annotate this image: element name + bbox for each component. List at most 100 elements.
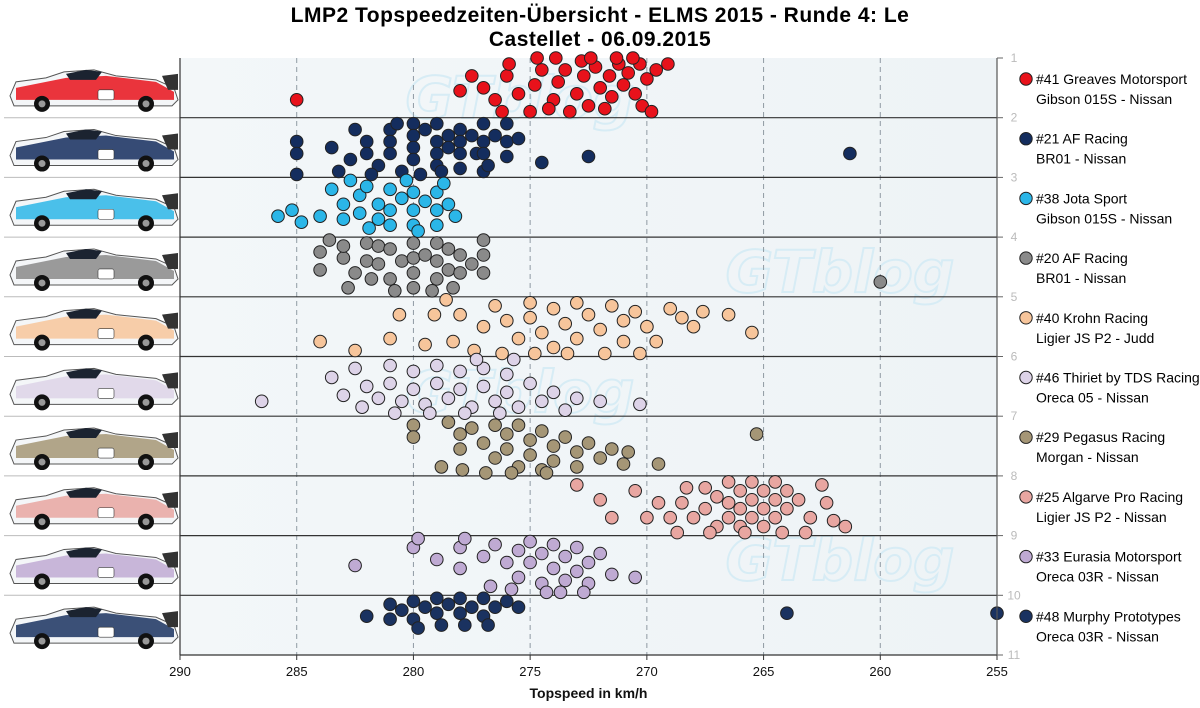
data-point bbox=[535, 155, 549, 170]
data-point bbox=[359, 134, 374, 149]
data-point bbox=[441, 391, 456, 406]
car-thumbnail bbox=[9, 129, 179, 172]
legend-marker bbox=[1019, 132, 1033, 146]
data-point bbox=[560, 346, 575, 361]
data-point bbox=[581, 436, 596, 450]
data-point bbox=[523, 433, 537, 447]
data-point bbox=[441, 140, 456, 155]
data-point bbox=[395, 254, 409, 268]
data-point bbox=[493, 406, 507, 421]
data-point bbox=[371, 391, 386, 406]
data-point bbox=[523, 310, 537, 325]
data-point bbox=[745, 325, 759, 340]
data-point bbox=[675, 310, 689, 325]
data-point bbox=[733, 484, 748, 498]
data-point bbox=[570, 296, 584, 310]
legend-sublabel: Oreca 05 - Nissan bbox=[1036, 390, 1149, 406]
data-point bbox=[453, 561, 467, 576]
data-point bbox=[362, 221, 376, 235]
data-point bbox=[458, 531, 472, 546]
data-point bbox=[423, 406, 437, 421]
data-point bbox=[581, 149, 596, 164]
data-point bbox=[476, 549, 491, 564]
data-point bbox=[570, 391, 584, 406]
data-point bbox=[411, 531, 425, 546]
data-point bbox=[511, 400, 526, 415]
car-livery bbox=[16, 374, 174, 399]
car-hub bbox=[142, 398, 150, 406]
data-point bbox=[696, 304, 710, 319]
car-livery bbox=[16, 135, 174, 160]
legend-marker bbox=[1019, 251, 1033, 265]
data-point bbox=[500, 134, 514, 149]
data-point bbox=[406, 364, 421, 379]
data-point bbox=[500, 367, 514, 382]
car-hub bbox=[38, 160, 46, 168]
car-hub bbox=[142, 160, 150, 168]
data-point bbox=[558, 316, 573, 331]
data-point bbox=[348, 343, 362, 358]
data-point bbox=[418, 600, 432, 615]
data-point bbox=[523, 296, 537, 310]
car-rear-wing bbox=[162, 252, 178, 269]
data-point bbox=[289, 134, 304, 149]
data-point bbox=[418, 122, 432, 137]
data-point bbox=[430, 272, 444, 286]
watermark: GTblog bbox=[406, 358, 635, 426]
data-point bbox=[649, 63, 664, 77]
data-point bbox=[392, 307, 407, 322]
car-livery bbox=[16, 613, 174, 638]
car-hub bbox=[142, 637, 150, 645]
y-tick-label: 2 bbox=[1011, 111, 1018, 125]
data-point bbox=[371, 212, 386, 226]
data-point bbox=[570, 87, 584, 101]
data-point bbox=[873, 275, 888, 289]
x-tick-label: 270 bbox=[636, 664, 658, 679]
legend-sublabel: Gibson 015S - Nissan bbox=[1036, 210, 1172, 226]
car-cockpit bbox=[66, 129, 102, 140]
y-tick-label: 8 bbox=[1011, 469, 1018, 483]
data-point bbox=[406, 128, 421, 143]
data-point bbox=[406, 251, 421, 265]
data-point bbox=[383, 134, 397, 149]
data-point bbox=[803, 510, 818, 525]
data-point bbox=[476, 248, 491, 262]
data-point bbox=[411, 621, 425, 635]
data-point bbox=[530, 51, 544, 65]
legend-label: #38 Jota Sport bbox=[1036, 190, 1127, 206]
data-point bbox=[563, 104, 577, 119]
data-point bbox=[500, 427, 514, 441]
data-point bbox=[437, 176, 451, 191]
data-point bbox=[289, 167, 304, 182]
data-point bbox=[504, 466, 519, 480]
y-tick-label: 5 bbox=[1011, 290, 1018, 304]
data-point bbox=[768, 475, 783, 489]
data-point bbox=[528, 78, 542, 92]
data-point bbox=[710, 490, 724, 504]
legend-sublabel: BR01 - Nissan bbox=[1036, 151, 1126, 167]
data-point bbox=[570, 445, 584, 459]
data-point bbox=[593, 322, 608, 337]
car-hub bbox=[142, 100, 150, 108]
data-point bbox=[388, 406, 402, 421]
data-point bbox=[406, 430, 421, 444]
data-point bbox=[780, 484, 794, 498]
car-hub bbox=[38, 339, 46, 347]
chart-title-line-1: LMP2 Topspeedzeiten-Übersicht - ELMS 201… bbox=[290, 4, 910, 27]
legend-label: #21 AF Racing bbox=[1036, 131, 1128, 147]
legend-marker bbox=[1019, 191, 1033, 206]
data-point bbox=[434, 460, 449, 474]
data-point bbox=[511, 543, 526, 558]
data-point bbox=[838, 519, 853, 534]
data-point bbox=[535, 394, 549, 409]
x-tick-label: 265 bbox=[753, 664, 775, 679]
data-point bbox=[430, 218, 444, 232]
data-point bbox=[446, 334, 460, 349]
data-point bbox=[324, 140, 339, 155]
data-point bbox=[644, 104, 659, 119]
data-point bbox=[663, 301, 678, 316]
data-point bbox=[616, 78, 631, 92]
car-rear-wing bbox=[162, 432, 178, 449]
watermark: GTblog bbox=[726, 526, 955, 594]
data-point bbox=[495, 104, 509, 119]
